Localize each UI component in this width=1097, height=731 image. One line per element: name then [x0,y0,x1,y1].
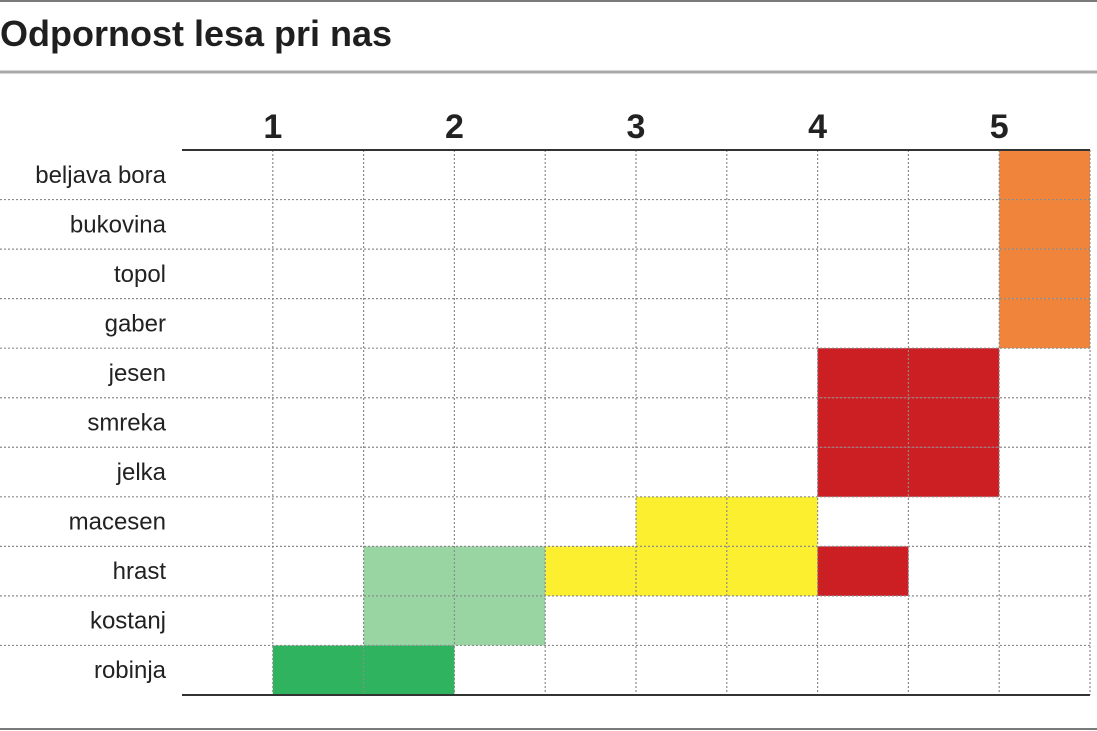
x-tick-label: 3 [627,108,646,146]
x-tick-label: 5 [990,108,1009,146]
row-label: gaber [105,310,166,337]
row-label: topol [114,261,166,288]
x-tick-label: 2 [445,108,464,146]
row-label: smreka [87,410,166,437]
range-bar-kostanj-11 [363,595,546,646]
row-label: macesen [69,509,166,536]
range-bar-bukovina-1 [999,199,1090,250]
row-label: jelka [116,459,167,486]
row-label: jesen [108,360,166,387]
row-label: beljava bora [35,162,166,189]
range-bar-gaber-3 [999,298,1090,349]
range-bar-beljava-bora-0 [999,150,1090,200]
range-bar-topol-2 [999,249,1090,299]
row-label: hrast [113,558,167,585]
range-bar-jesen-4 [817,348,1000,398]
row-label: kostanj [90,608,166,635]
chart-title: Odpornost lesa pri nas [0,13,392,54]
range-bar-hrast-8 [545,546,818,596]
range-bar-hrast-9 [817,546,909,596]
x-tick-label: 1 [263,108,282,146]
row-label: bukovina [70,211,167,238]
x-tick-label: 4 [808,108,827,146]
row-label: robinja [94,657,167,684]
